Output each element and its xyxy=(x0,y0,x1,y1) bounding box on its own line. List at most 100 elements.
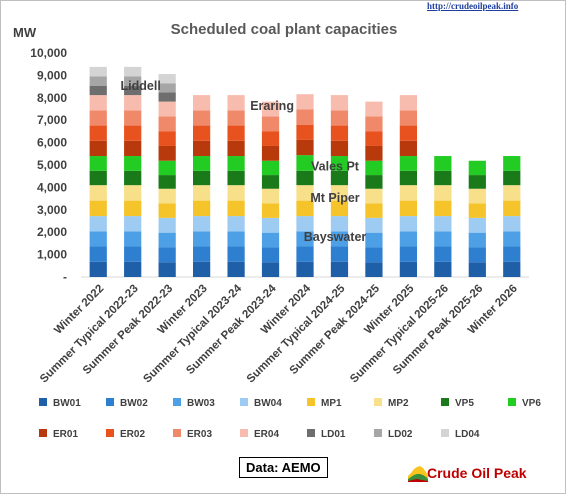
bar-segment-mp2 xyxy=(468,188,486,204)
bar-segment-ld01 xyxy=(124,85,142,96)
logo-url[interactable]: http://crudeoilpeak.info xyxy=(427,1,519,11)
bar-segment-vp6 xyxy=(227,156,245,171)
bar-segment-er02 xyxy=(227,125,245,141)
bar-segment-vp6 xyxy=(365,160,383,176)
y-tick-label: 2,000 xyxy=(37,225,67,239)
legend-label-ld04: LD04 xyxy=(455,429,480,440)
bar-segment-vp6 xyxy=(330,156,349,171)
bar-segment-vp6 xyxy=(399,156,417,171)
bar-segment-vp6 xyxy=(434,156,452,171)
legend-swatch-ld04 xyxy=(441,429,449,437)
bar-segment-ld02 xyxy=(89,76,107,86)
legend-swatch-bw04 xyxy=(240,398,248,406)
bar-segment-ld04 xyxy=(158,74,176,84)
bar-segment-mp1 xyxy=(158,203,176,218)
bar-segment-er01 xyxy=(124,140,142,157)
bar-segment-vp5 xyxy=(227,170,245,186)
bar-segment-bw03 xyxy=(365,232,383,248)
bar-segment-bw03 xyxy=(468,232,486,248)
bar-segment-mp1 xyxy=(468,203,486,218)
bar-segment-vp6 xyxy=(158,160,176,176)
bar-segment-mp2 xyxy=(227,185,245,201)
bar-segment-er03 xyxy=(296,109,314,125)
bar-segment-er02 xyxy=(89,125,107,141)
bar-segment-er01 xyxy=(365,145,383,161)
y-tick-label: 10,000 xyxy=(30,46,67,60)
legend-swatch-er01 xyxy=(39,429,47,437)
bar-segment-er04 xyxy=(330,95,349,111)
y-tick-label: 1,000 xyxy=(37,248,67,262)
bar-segment-bw03 xyxy=(124,231,142,247)
bar-segment-bw04 xyxy=(434,216,452,232)
bar-segment-mp1 xyxy=(261,203,280,218)
bar-segment-bw04 xyxy=(503,216,521,232)
bar-segment-ld04 xyxy=(89,66,107,77)
bar-segment-bw01 xyxy=(193,261,211,277)
bar-segment-mp2 xyxy=(89,185,107,201)
bar-segment-vp5 xyxy=(158,175,176,189)
legend-swatch-er02 xyxy=(106,429,114,437)
bar-segment-er04 xyxy=(365,101,383,117)
bar-segment-mp2 xyxy=(296,185,314,201)
bar-segment-bw04 xyxy=(124,216,142,232)
bar-segment-bw01 xyxy=(399,261,417,277)
bar-segment-er04 xyxy=(193,95,211,111)
bar-segment-er02 xyxy=(296,124,314,140)
bar-segment-bw01 xyxy=(503,261,521,277)
legend-swatch-ld02 xyxy=(374,429,382,437)
legend: BW01 BW02 BW03 BW04 MP1 MP2 VP5 VP6 ER01 ER02 ER03… xyxy=(39,398,541,440)
bar-segment-bw01 xyxy=(227,261,245,277)
bar-segment-er04 xyxy=(158,101,176,117)
legend-swatch-vp5 xyxy=(441,398,449,406)
legend-swatch-ld01 xyxy=(307,429,315,437)
bar-segment-er01 xyxy=(89,140,107,157)
bar-segment-er04 xyxy=(89,95,107,111)
y-tick-label: 8,000 xyxy=(37,91,67,105)
bar-segment-bw02 xyxy=(124,246,142,262)
bar-segment-bw04 xyxy=(227,216,245,232)
bar-segment-mp2 xyxy=(261,188,280,204)
bar-segment-mp2 xyxy=(365,188,383,204)
bar-segment-er03 xyxy=(227,110,245,126)
bar-segment-ld02 xyxy=(158,83,176,93)
bar-segment-mp2 xyxy=(399,185,417,201)
bar-segment-vp5 xyxy=(124,170,142,186)
bar-segment-vp5 xyxy=(261,175,280,189)
bar-segment-mp1 xyxy=(434,200,452,217)
bar-segment-ld01 xyxy=(158,92,176,102)
y-tick-label: - xyxy=(63,270,67,284)
bar-segment-bw01 xyxy=(434,261,452,277)
bar-segment-mp1 xyxy=(503,200,521,217)
bar-segment-bw01 xyxy=(89,261,107,277)
bar-segment-mp2 xyxy=(434,185,452,201)
bar-segment-er02 xyxy=(365,131,383,146)
bar-segment-mp1 xyxy=(330,200,349,217)
legend-label-er02: ER02 xyxy=(120,429,145,440)
bar-segment-bw02 xyxy=(330,246,349,262)
bar-segment-vp6 xyxy=(503,156,521,171)
chart-title: Scheduled coal plant capacities xyxy=(171,21,398,38)
bar-segment-bw03 xyxy=(503,231,521,247)
bar-segment-vp6 xyxy=(193,156,211,171)
bar-segment-bw04 xyxy=(193,216,211,232)
bar-segment-er03 xyxy=(89,110,107,126)
legend-swatch-bw01 xyxy=(39,398,47,406)
bar-segment-bw04 xyxy=(468,217,486,233)
bar-segment-er02 xyxy=(193,125,211,141)
bar-segment-er03 xyxy=(261,116,280,132)
bar-segment-bw04 xyxy=(399,216,417,232)
source-label: Data: AEMO xyxy=(239,457,328,478)
bar-segment-er01 xyxy=(193,140,211,157)
bar-segment-ld02 xyxy=(124,76,142,86)
bar-segment-mp2 xyxy=(158,188,176,204)
bar-segment-vp6 xyxy=(124,156,142,171)
legend-label-er03: ER03 xyxy=(187,429,212,440)
bar-segment-bw02 xyxy=(193,246,211,262)
bar-segment-bw04 xyxy=(158,217,176,233)
bar-segment-bw02 xyxy=(89,246,107,262)
bar-segment-er01 xyxy=(296,139,314,156)
bar-segment-vp5 xyxy=(365,175,383,189)
legend-label-bw04: BW04 xyxy=(254,398,282,409)
